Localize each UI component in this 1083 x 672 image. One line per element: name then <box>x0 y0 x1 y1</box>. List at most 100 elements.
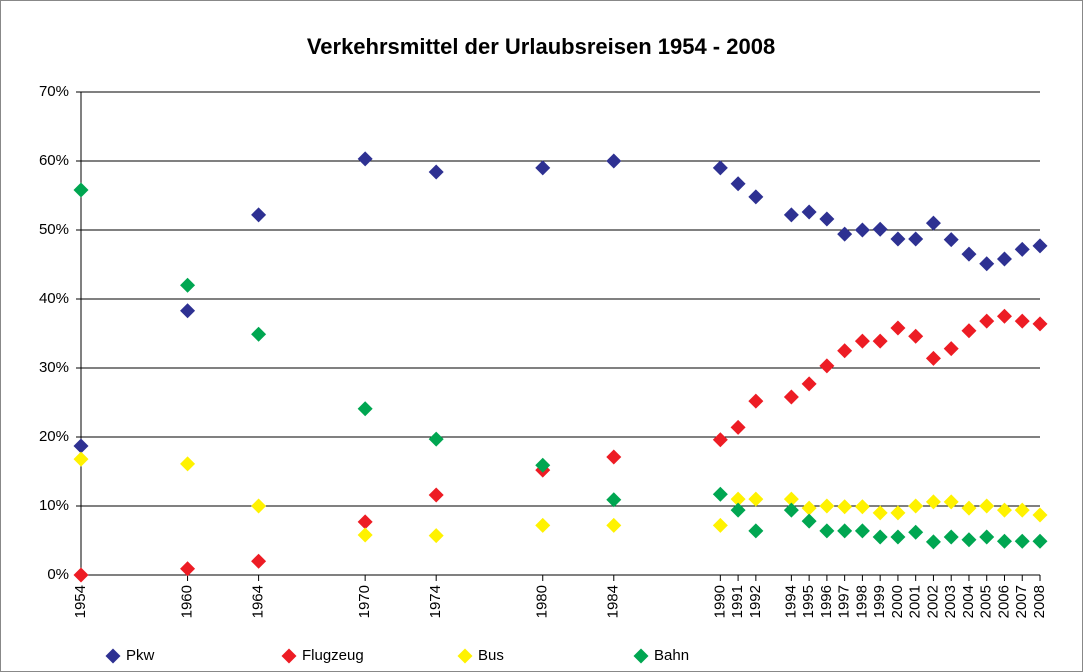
data-point <box>428 528 444 544</box>
data-point <box>251 498 267 514</box>
data-point <box>890 505 906 521</box>
data-point <box>783 502 799 518</box>
data-point <box>606 517 622 533</box>
legend-label: Bahn <box>654 647 689 664</box>
x-tick-label: 1995 <box>800 585 817 618</box>
y-tick-label: 20% <box>39 428 69 445</box>
y-tick-label: 10% <box>39 497 69 514</box>
data-point <box>872 505 888 521</box>
data-point <box>925 350 941 366</box>
data-point <box>73 567 89 583</box>
data-point <box>357 514 373 530</box>
data-point <box>854 222 870 238</box>
data-point <box>943 341 959 357</box>
data-point <box>748 189 764 205</box>
data-point <box>996 308 1012 324</box>
data-point <box>837 523 853 539</box>
data-point <box>428 431 444 447</box>
data-point <box>748 523 764 539</box>
data-point <box>943 494 959 510</box>
y-tick-label: 70% <box>39 83 69 100</box>
x-tick-label: 1980 <box>534 585 551 618</box>
data-point <box>925 215 941 231</box>
data-point <box>872 221 888 237</box>
data-point <box>748 393 764 409</box>
x-tick-label: 1984 <box>605 585 622 618</box>
data-point <box>943 529 959 545</box>
data-point <box>801 376 817 392</box>
data-point <box>908 498 924 514</box>
data-point <box>1032 238 1048 254</box>
legend-marker <box>105 648 121 664</box>
data-point <box>730 502 746 518</box>
data-point <box>943 232 959 248</box>
data-point <box>712 432 728 448</box>
data-point <box>251 326 267 342</box>
y-tick-label: 30% <box>39 359 69 376</box>
data-point <box>1032 533 1048 549</box>
data-point <box>854 333 870 349</box>
x-tick-label: 1954 <box>72 585 89 618</box>
y-tick-label: 0% <box>47 566 69 583</box>
data-point <box>730 419 746 435</box>
x-tick-label: 1974 <box>427 585 444 618</box>
x-tick-label: 1964 <box>250 585 267 618</box>
data-point <box>872 333 888 349</box>
data-point <box>1032 507 1048 523</box>
data-point <box>961 246 977 262</box>
x-tick-label: 1994 <box>782 585 799 618</box>
data-point <box>180 303 196 319</box>
data-point <box>837 343 853 359</box>
data-point <box>996 533 1012 549</box>
x-tick-label: 2002 <box>924 585 941 618</box>
legend-label: Flugzeug <box>302 647 364 664</box>
x-tick-label: 2001 <box>907 585 924 618</box>
data-point <box>251 207 267 223</box>
data-point <box>979 313 995 329</box>
data-point <box>535 457 551 473</box>
data-point <box>996 502 1012 518</box>
legend-marker <box>633 648 649 664</box>
data-point <box>73 182 89 198</box>
data-point <box>890 320 906 336</box>
data-point <box>908 524 924 540</box>
data-point <box>428 164 444 180</box>
x-tick-label: 1998 <box>853 585 870 618</box>
data-point <box>837 499 853 515</box>
data-point <box>73 438 89 454</box>
data-point <box>979 529 995 545</box>
data-point <box>961 500 977 516</box>
data-point <box>890 529 906 545</box>
data-point <box>801 513 817 529</box>
legend-label: Bus <box>478 647 504 664</box>
legend-marker <box>281 648 297 664</box>
data-point <box>712 486 728 502</box>
x-tick-label: 1996 <box>818 585 835 618</box>
x-tick-label: 2008 <box>1031 585 1048 618</box>
x-tick-label: 1960 <box>179 585 196 618</box>
x-tick-label: 2000 <box>889 585 906 618</box>
data-point <box>1014 241 1030 257</box>
data-point <box>712 517 728 533</box>
data-point <box>606 492 622 508</box>
x-tick-label: 2005 <box>978 585 995 618</box>
data-point <box>996 251 1012 267</box>
data-point <box>819 358 835 374</box>
x-tick-label: 1992 <box>747 585 764 618</box>
data-point <box>908 231 924 247</box>
y-tick-label: 50% <box>39 221 69 238</box>
data-point <box>961 532 977 548</box>
y-tick-label: 60% <box>39 152 69 169</box>
data-point <box>730 491 746 507</box>
data-point <box>251 553 267 569</box>
x-tick-label: 2003 <box>942 585 959 618</box>
data-point <box>837 226 853 242</box>
data-point <box>872 529 888 545</box>
data-point <box>783 207 799 223</box>
x-tick-label: 1990 <box>711 585 728 618</box>
data-point <box>925 534 941 550</box>
data-point <box>180 277 196 293</box>
data-point <box>428 487 444 503</box>
